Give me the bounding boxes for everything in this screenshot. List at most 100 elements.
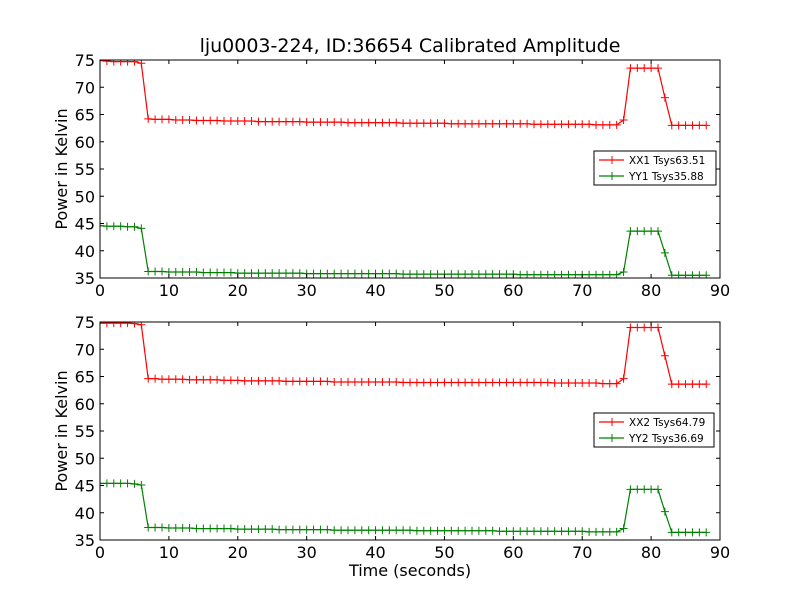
legend-label: XX1 Tsys63.51 [629,155,705,167]
data-point-marker [530,527,538,536]
data-point-marker [564,527,573,536]
data-point-marker [164,524,173,533]
data-point-marker [199,524,208,533]
data-point-marker [316,525,325,534]
data-point-marker [640,64,649,73]
data-point-marker [557,120,566,129]
data-point-marker [192,524,201,533]
data-point-marker [702,380,711,389]
data-point-marker [151,115,160,124]
data-point-marker [206,116,215,125]
data-point-marker [178,115,187,124]
data-point-marker [316,269,325,278]
chart-title: lju0003-224, ID:36654 Calibrated Amplitu… [200,35,621,57]
data-point-marker [309,269,318,278]
data-point-marker [419,378,428,387]
data-point-marker [100,60,104,65]
data-point-marker [392,526,401,535]
data-point-marker [585,527,594,536]
data-point-marker [240,376,249,385]
data-point-marker [481,119,490,128]
data-point-marker [199,268,208,277]
data-point-marker [571,270,580,278]
data-point-marker [213,375,222,384]
data-point-marker [275,376,284,385]
data-point-marker [426,119,435,128]
data-point-marker [688,121,697,130]
data-point-marker [344,269,352,278]
data-point-marker [585,379,594,388]
data-point-marker [364,118,373,127]
data-point-marker [447,526,456,535]
data-point-marker [612,120,621,129]
data-point-marker [619,115,628,124]
data-point-marker [220,376,228,385]
data-point-marker [474,378,483,387]
data-point-marker [344,526,352,535]
data-point-marker [109,222,118,231]
x-tick-label: 70 [572,543,592,562]
data-point-marker [516,270,525,278]
legend-marker [608,172,616,180]
data-point-marker [674,528,683,537]
data-point-marker [612,527,621,536]
x-tick-label: 30 [296,281,316,300]
data-point-marker [440,378,449,387]
data-point-marker [419,119,428,128]
legend-label: XX2 Tsys64.79 [629,417,705,429]
data-point-marker [440,119,449,128]
data-point-marker [440,526,449,535]
data-point-marker [158,523,166,532]
data-point-marker [598,120,607,129]
data-point-marker [557,527,566,536]
data-point-marker [688,380,697,389]
data-point-marker [185,524,194,533]
data-point-marker [647,64,656,73]
data-point-marker [468,270,476,278]
data-point-marker [240,269,249,278]
data-point-marker [233,376,242,385]
data-point-marker [667,380,676,389]
data-point-marker [123,222,132,231]
data-point-marker [605,527,614,536]
data-point-marker [357,269,366,278]
data-point-marker [288,525,297,534]
data-point-marker [578,527,587,536]
series-line-yy [100,225,707,276]
data-point-marker [426,378,435,387]
data-point-marker [695,528,704,537]
data-point-marker [199,375,208,384]
data-point-marker [275,525,284,534]
data-point-marker [543,120,552,129]
data-point-marker [171,268,180,277]
data-point-marker [419,526,428,535]
data-point-marker [364,377,373,386]
subplot-top: 0 10 20 30 40 50 60 70 80 90 35 40 45 50 55 60 65 70 75 Pow… [52,51,730,300]
data-point-marker [220,524,228,533]
plot-area [100,60,711,278]
data-point-marker [385,269,394,278]
data-point-marker [654,323,662,332]
data-point-marker [344,118,352,127]
data-point-marker [282,377,290,386]
data-point-marker [102,322,111,328]
data-point-marker [254,525,263,534]
data-point-marker [288,117,297,126]
data-point-marker [447,270,456,278]
y-tick-label: 75 [75,313,95,332]
x-tick-label: 90 [710,281,730,300]
data-point-marker [392,377,401,386]
data-point-marker [254,117,263,126]
data-point-marker [144,523,153,532]
data-point-marker [295,525,304,534]
data-point-marker [454,378,463,387]
data-point-marker [674,380,683,389]
x-tick-label: 50 [434,281,454,300]
data-point-marker [592,270,600,278]
data-point-marker [330,526,339,535]
data-point-marker [640,485,649,494]
data-point-marker [454,119,463,128]
data-point-marker [557,379,566,388]
data-point-marker [268,269,277,278]
data-point-marker [123,322,132,328]
